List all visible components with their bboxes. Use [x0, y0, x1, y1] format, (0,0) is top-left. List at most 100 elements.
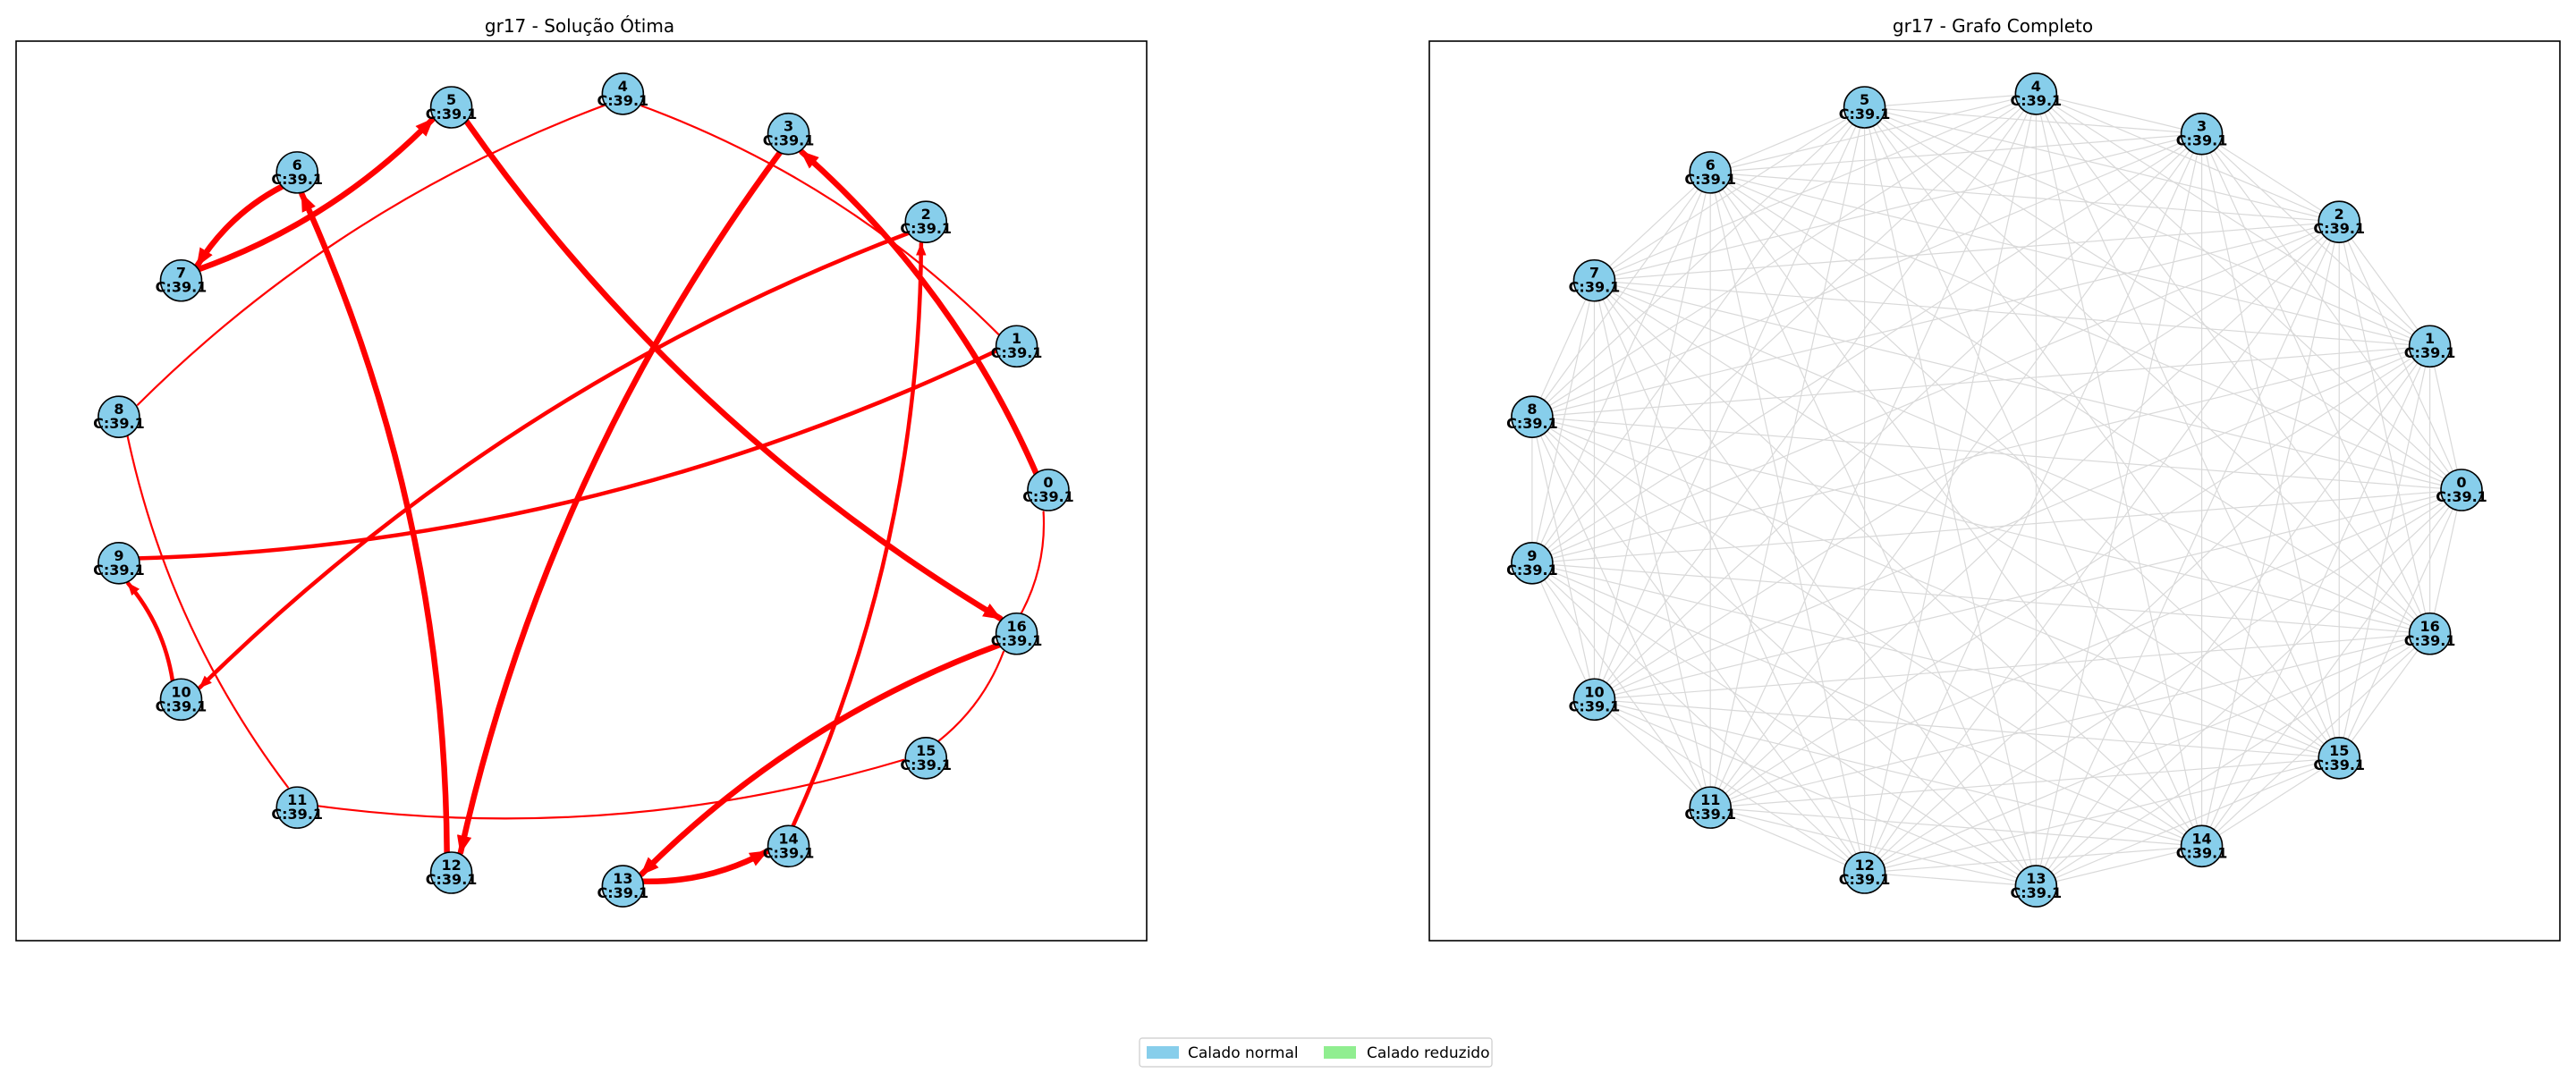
complete-edge-1-7 [1594, 280, 2430, 347]
solution-edge-6-7 [194, 183, 285, 268]
solution-node-16: 16 C:39.1 [991, 612, 1043, 655]
legend: Calado normal Calado reduzido [1139, 1037, 1493, 1068]
complete-panel-title: gr17 - Grafo Completo [1893, 15, 2093, 37]
solution-node-label: 3 C:39.1 [763, 118, 815, 149]
complete-edge-7-9 [1531, 280, 1596, 563]
complete-node-label: 2 C:39.1 [2313, 206, 2365, 237]
legend-swatch-reduced [1324, 1046, 1356, 1059]
solution-node-circle [904, 736, 948, 780]
complete-node-circle [2440, 469, 2483, 511]
complete-edge-1-4 [2036, 93, 2430, 347]
complete-edge-0-14 [2201, 489, 2462, 847]
complete-edge-1-6 [1710, 172, 2430, 347]
complete-edge-8-11 [1531, 416, 1711, 808]
complete-edge-7-15 [1594, 280, 2340, 759]
complete-node-circle [1511, 541, 1554, 585]
solution-node-label: 16 C:39.1 [991, 618, 1043, 649]
complete-edge-3-15 [2200, 133, 2340, 758]
complete-node-label: 3 C:39.1 [2176, 118, 2228, 149]
complete-edge-3-6 [1710, 133, 2202, 173]
solution-node-8: 8 C:39.1 [93, 395, 145, 439]
complete-edge-10-12 [1594, 698, 1865, 874]
complete-edge-1-14 [2201, 345, 2431, 847]
solution-node-circle [767, 824, 810, 868]
complete-edge-4-15 [2035, 93, 2340, 759]
complete-edge-3-9 [1531, 133, 2202, 564]
complete-node-circle [1843, 86, 1886, 129]
solution-node-circle [97, 541, 140, 585]
complete-node-6: 6 C:39.1 [1684, 151, 1736, 194]
complete-edge-5-14 [1864, 106, 2203, 847]
complete-node-5: 5 C:39.1 [1839, 86, 1890, 129]
complete-edge-14-16 [2201, 633, 2431, 847]
complete-edge-1-8 [1531, 345, 2430, 418]
complete-edge-7-11 [1593, 280, 1711, 808]
solution-node-label: 10 C:39.1 [156, 683, 208, 714]
complete-edge-12-14 [1864, 845, 2202, 874]
complete-edge-1-13 [2035, 345, 2431, 887]
complete-node-7: 7 C:39.1 [1569, 258, 1620, 302]
complete-edge-0-15 [2338, 489, 2462, 759]
complete-edge-6-14 [1709, 172, 2203, 847]
solution-node-label: 5 C:39.1 [426, 91, 478, 123]
solution-node-5: 5 C:39.1 [426, 86, 478, 129]
complete-node-10: 10 C:39.1 [1569, 678, 1620, 722]
solution-node-circle [275, 786, 319, 829]
complete-edge-8-13 [1531, 416, 2037, 887]
complete-node-label: 1 C:39.1 [2404, 330, 2456, 361]
solution-edge-15-16 [936, 650, 1004, 743]
solution-edge-1-4 [640, 105, 1001, 336]
complete-node-8: 8 C:39.1 [1506, 395, 1558, 439]
complete-edge-3-12 [1864, 133, 2203, 874]
complete-node-13: 13 C:39.1 [2011, 865, 2062, 908]
complete-edge-2-8 [1531, 221, 2340, 418]
complete-edge-4-8 [1531, 93, 2037, 418]
complete-edge-3-4 [2036, 93, 2202, 135]
complete-nodes: 0 C:39.1 1 C:39.1 2 C:39.1 3 C:39.1 4 C:39.1 5 C:39… [1506, 72, 2487, 908]
complete-node-label: 8 C:39.1 [1506, 401, 1558, 432]
solution-edge-3-12 [456, 149, 784, 856]
legend-label-reduced: Calado reduzido [1367, 1044, 1490, 1062]
complete-edge-6-13 [1709, 172, 2037, 887]
complete-edge-3-13 [2035, 133, 2203, 887]
complete-edge-1-12 [1864, 345, 2431, 874]
complete-node-label: 6 C:39.1 [1684, 156, 1736, 188]
complete-edge-10-15 [1594, 698, 2340, 759]
complete-node-circle [2180, 112, 2224, 156]
complete-edge-4-16 [2035, 93, 2431, 635]
solution-edge-12-6 [299, 191, 450, 856]
complete-edge-7-8 [1531, 280, 1596, 418]
complete-edge-8-12 [1531, 416, 1866, 874]
complete-edge-2-12 [1864, 221, 2340, 874]
solution-node-circle [767, 112, 810, 156]
complete-edge-0-4 [2035, 93, 2462, 491]
solution-node-circle [601, 865, 645, 908]
complete-edge-2-11 [1709, 221, 2340, 808]
complete-node-label: 16 C:39.1 [2404, 618, 2456, 649]
complete-edge-4-10 [1594, 93, 2037, 700]
complete-node-2: 2 C:39.1 [2313, 200, 2365, 244]
legend-swatch-normal [1147, 1046, 1179, 1059]
solution-node-3: 3 C:39.1 [763, 112, 815, 156]
complete-edge-7-13 [1594, 280, 2037, 887]
complete-edge-5-9 [1531, 106, 1866, 564]
complete-edge-2-9 [1531, 221, 2340, 564]
solution-node-label: 12 C:39.1 [426, 857, 478, 888]
complete-node-circle [2318, 200, 2361, 244]
complete-node-circle [2014, 865, 2058, 908]
complete-edge-4-7 [1594, 93, 2037, 282]
solution-edge-7-5 [195, 116, 436, 273]
complete-edge-4-11 [1709, 93, 2037, 808]
complete-edge-4-14 [2035, 93, 2203, 847]
complete-node-label: 14 C:39.1 [2176, 830, 2228, 861]
solution-edge-9-1 [137, 349, 997, 561]
complete-node-label: 15 C:39.1 [2313, 742, 2365, 773]
complete-edge-1-11 [1709, 345, 2430, 808]
solution-node-10: 10 C:39.1 [156, 678, 208, 722]
solution-node-12: 12 C:39.1 [426, 851, 478, 894]
complete-node-16: 16 C:39.1 [2404, 612, 2456, 655]
solution-node-label: 13 C:39.1 [597, 870, 649, 901]
legend-frame [1139, 1037, 1493, 1068]
complete-edge-10-13 [1594, 698, 2037, 887]
complete-edge-11-14 [1710, 807, 2202, 847]
